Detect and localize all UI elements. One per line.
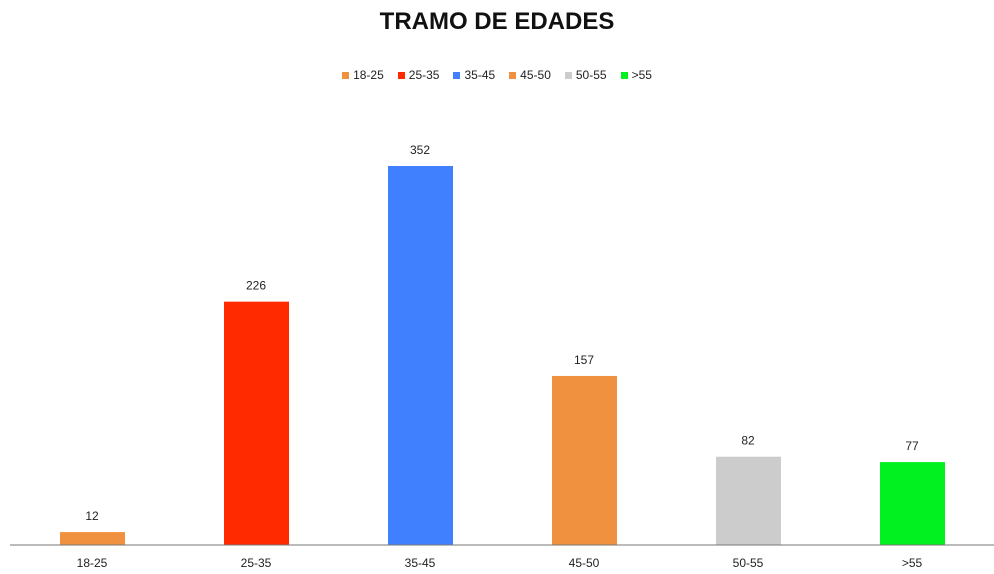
data-label: 77 — [905, 439, 919, 453]
data-label: 12 — [85, 509, 99, 523]
legend: 18-25 25-35 35-45 45-50 50-55 >55 — [0, 68, 994, 82]
legend-item: 25-35 — [397, 68, 440, 82]
legend-label: >55 — [631, 68, 652, 82]
legend-item: 45-50 — [509, 68, 551, 82]
bar — [388, 166, 453, 545]
legend-swatch — [453, 71, 461, 79]
legend-item: 18-25 — [342, 68, 384, 82]
legend-label: 35-45 — [464, 68, 496, 82]
legend-label: 25-35 — [408, 68, 440, 82]
legend-item: >55 — [620, 68, 652, 82]
x-tick-label: 50-55 — [733, 556, 764, 570]
legend-item: 35-45 — [453, 68, 495, 82]
x-tick-label: >55 — [902, 556, 923, 570]
bar — [716, 456, 781, 545]
bar — [224, 301, 289, 545]
legend-swatch — [620, 71, 628, 79]
data-label: 352 — [410, 143, 430, 157]
x-tick-label: 18-25 — [77, 556, 108, 570]
legend-swatch — [509, 71, 517, 79]
bar — [880, 462, 945, 545]
legend-swatch — [342, 71, 350, 79]
data-label: 226 — [246, 279, 266, 293]
legend-label: 18-25 — [353, 68, 384, 82]
legend-swatch — [564, 71, 572, 79]
data-label: 82 — [741, 434, 755, 448]
x-tick-label: 45-50 — [569, 556, 600, 570]
bar — [552, 375, 617, 545]
legend-label: 45-50 — [520, 68, 551, 82]
data-label: 157 — [574, 353, 594, 367]
legend-swatch — [397, 71, 405, 79]
legend-item: 50-55 — [564, 68, 607, 82]
chart-title: TRAMO DE EDADES — [379, 8, 615, 35]
legend-label: 50-55 — [575, 68, 607, 82]
x-tick-label: 25-35 — [241, 556, 272, 570]
bar — [60, 532, 125, 545]
x-tick-label: 35-45 — [405, 556, 436, 570]
